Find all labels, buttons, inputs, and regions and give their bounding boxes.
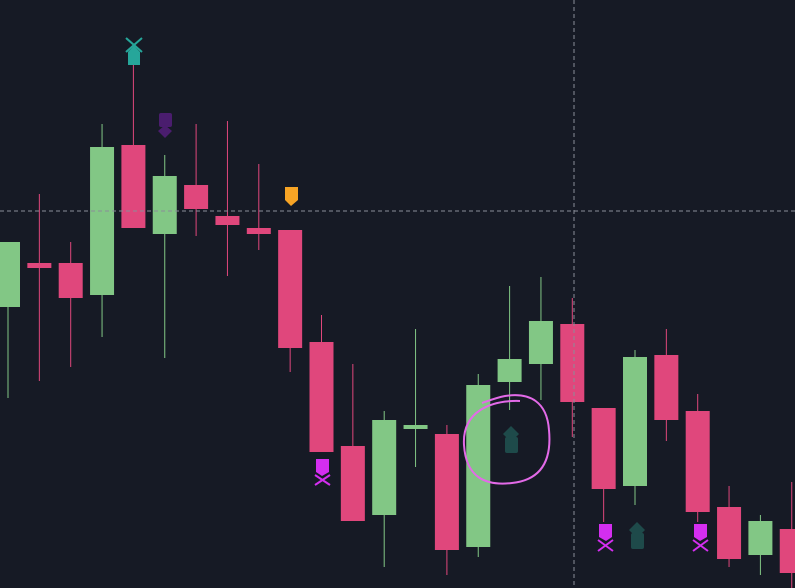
marker-magenta-3 — [692, 524, 709, 552]
candle-body — [309, 342, 334, 452]
candle-body — [654, 355, 679, 420]
candle-body — [497, 359, 522, 382]
drawing-circle — [462, 394, 551, 485]
candle-body — [372, 420, 397, 515]
candle-body — [278, 230, 303, 348]
candle-body — [528, 321, 553, 364]
marker-teal-top — [125, 37, 143, 65]
candle-body — [27, 263, 52, 268]
marker-purple — [158, 113, 172, 138]
marker-orange — [285, 187, 298, 206]
marker-dark-teal-1 — [503, 426, 519, 453]
candle-body — [58, 263, 83, 298]
candle-body — [748, 521, 773, 555]
candle-body — [246, 228, 271, 234]
candle-body — [685, 411, 710, 512]
candle-body — [215, 216, 240, 225]
candle-body — [340, 446, 365, 521]
marker-magenta-2 — [597, 524, 614, 552]
candle-body — [591, 408, 616, 489]
candle-body — [717, 507, 742, 559]
marker-dark-teal-2 — [629, 522, 645, 549]
candle-body — [779, 529, 795, 573]
candle-body — [0, 242, 20, 307]
candle-body — [623, 357, 647, 486]
marker-magenta-1 — [314, 459, 331, 486]
candle-body — [121, 145, 146, 228]
candle-body — [403, 425, 428, 429]
candles — [0, 60, 795, 588]
candle-body — [560, 324, 585, 402]
candle-body — [90, 147, 115, 295]
candle-body — [152, 176, 177, 234]
candle-body — [434, 434, 459, 550]
candle-body — [184, 185, 209, 209]
